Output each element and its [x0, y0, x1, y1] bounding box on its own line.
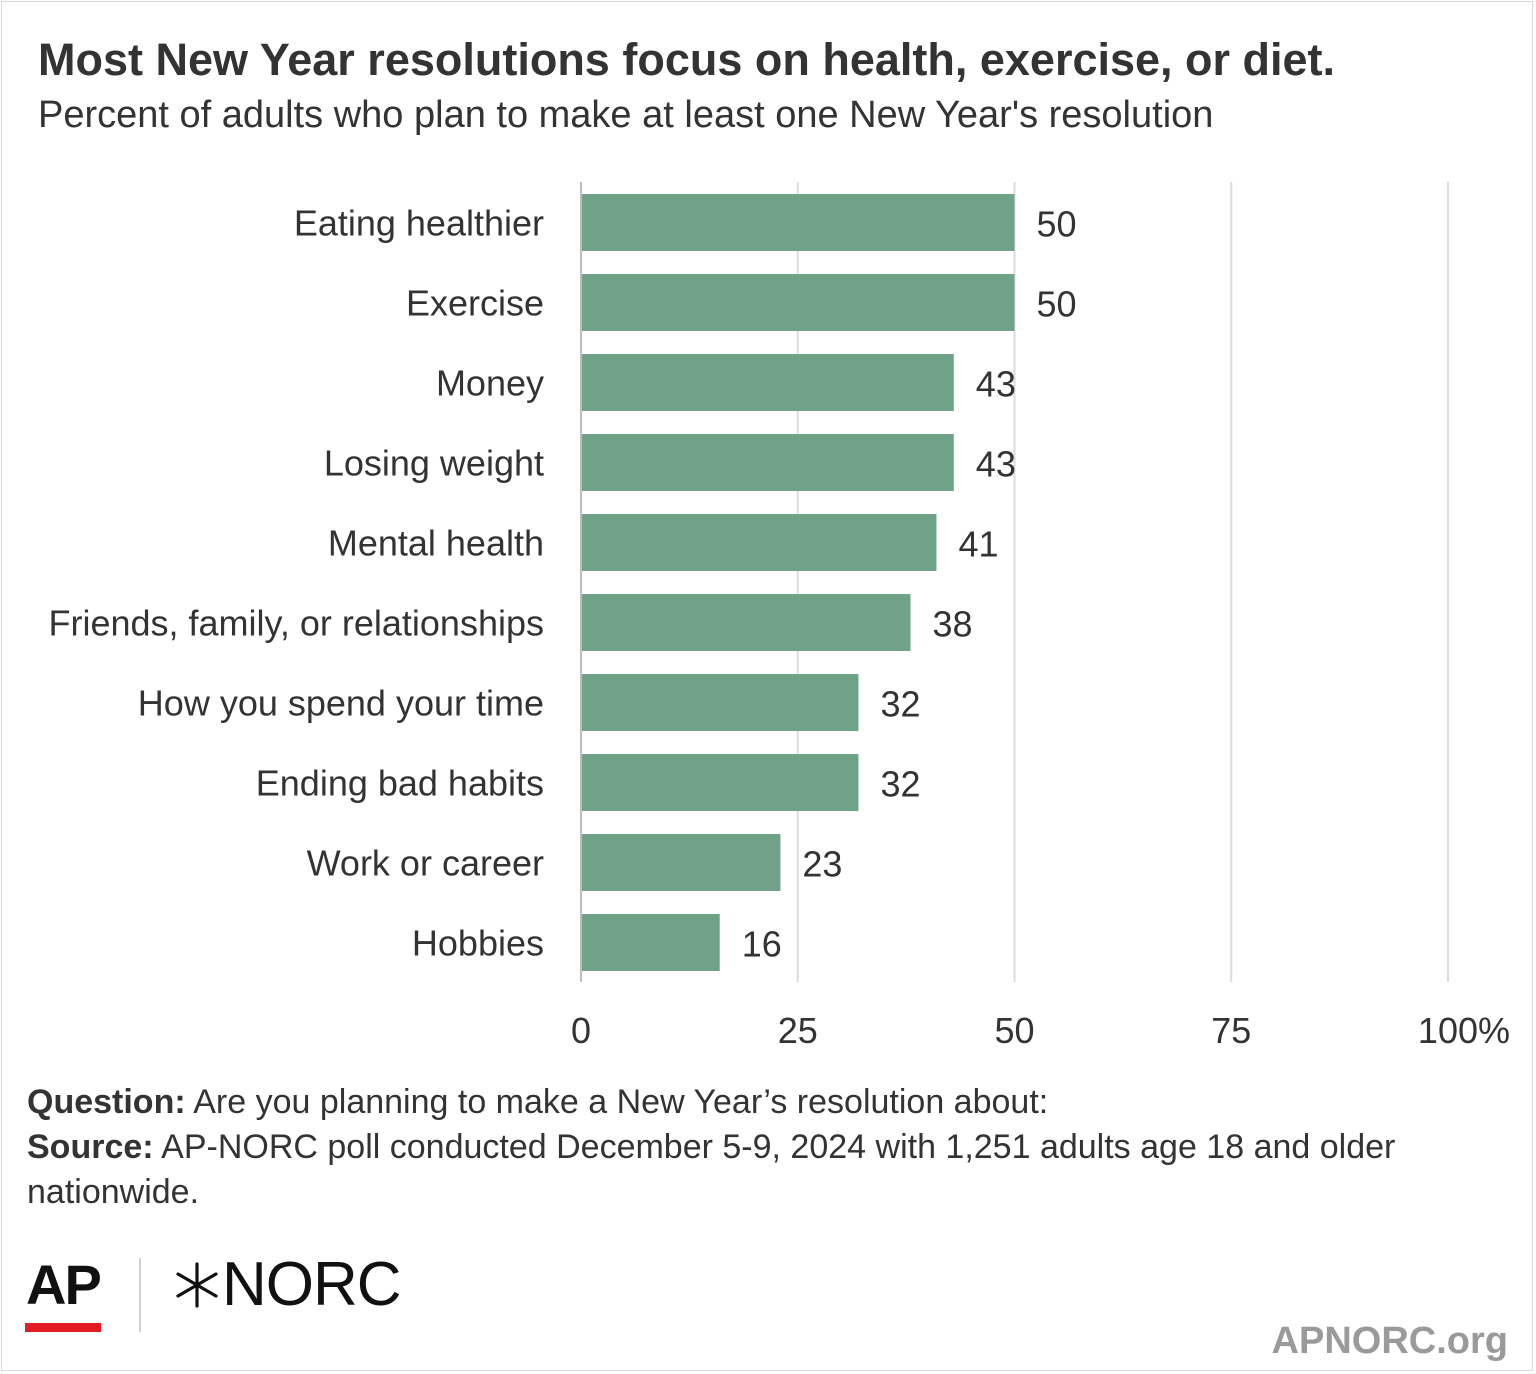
value-label: 23 [802, 844, 842, 885]
value-labels: 50 50 43 43 41 38 32 32 23 16 [742, 204, 1077, 965]
value-label: 50 [1037, 284, 1077, 325]
value-label: 50 [1037, 204, 1077, 245]
value-label: 38 [932, 604, 972, 645]
bar [582, 354, 954, 411]
bar [582, 594, 911, 651]
x-axis-ticks: 0 25 50 75 100% [571, 1010, 1510, 1051]
value-label: 43 [976, 364, 1016, 405]
bar-chart: Eating healthier Exercise Money Losing weig… [48, 182, 1510, 1051]
question-text: Are you planning to make a New Year’s re… [185, 1083, 1049, 1121]
category-labels: Eating healthier Exercise Money Losing weig… [48, 203, 544, 964]
category-label: Money [436, 363, 544, 404]
bar [582, 674, 859, 731]
x-tick-label: 100% [1418, 1010, 1510, 1051]
ap-logo-accent [25, 1323, 101, 1332]
norc-logo-text: NORC [222, 1250, 402, 1319]
bar [582, 274, 1015, 331]
chart-subtitle: Percent of adults who plan to make at le… [38, 94, 1214, 136]
source-label: Source: [27, 1128, 154, 1166]
category-label: Eating healthier [294, 203, 544, 244]
source-note: Source: AP-NORC poll conducted December … [27, 1125, 1517, 1215]
category-label: Work or career [307, 843, 544, 884]
value-label: 43 [976, 444, 1016, 485]
ap-logo: AP [26, 1253, 102, 1316]
category-label: How you spend your time [138, 683, 544, 724]
question-label: Question: [27, 1083, 186, 1121]
x-tick-label: 25 [778, 1010, 818, 1051]
chart-title: Most New Year resolutions focus on healt… [38, 34, 1336, 85]
category-label: Exercise [406, 283, 544, 324]
x-tick-label: 75 [1211, 1010, 1251, 1051]
chart-notes: Question: Are you planning to make a New… [27, 1080, 1517, 1215]
logo-divider [139, 1258, 141, 1332]
value-label: 32 [880, 764, 920, 805]
bar [582, 194, 1015, 251]
norc-star-icon [176, 1262, 218, 1308]
category-label: Mental health [328, 523, 544, 564]
value-label: 32 [880, 684, 920, 725]
x-tick-label: 0 [571, 1010, 591, 1051]
x-tick-label: 50 [994, 1010, 1034, 1051]
site-url: APNORC.org [1271, 1320, 1508, 1362]
category-label: Losing weight [324, 443, 544, 484]
bar [582, 754, 859, 811]
source-text: AP-NORC poll conducted December 5-9, 202… [27, 1128, 1396, 1211]
question-note: Question: Are you planning to make a New… [27, 1080, 1517, 1125]
category-label: Hobbies [412, 923, 544, 964]
value-label: 41 [958, 524, 998, 565]
bars [582, 194, 1015, 971]
norc-logo: NORC [174, 1249, 402, 1320]
value-label: 16 [742, 924, 782, 965]
category-label: Friends, family, or relationships [48, 603, 544, 644]
bar [582, 434, 954, 491]
category-label: Ending bad habits [256, 763, 544, 804]
bar [582, 834, 781, 891]
bar [582, 514, 937, 571]
bar [582, 914, 720, 971]
